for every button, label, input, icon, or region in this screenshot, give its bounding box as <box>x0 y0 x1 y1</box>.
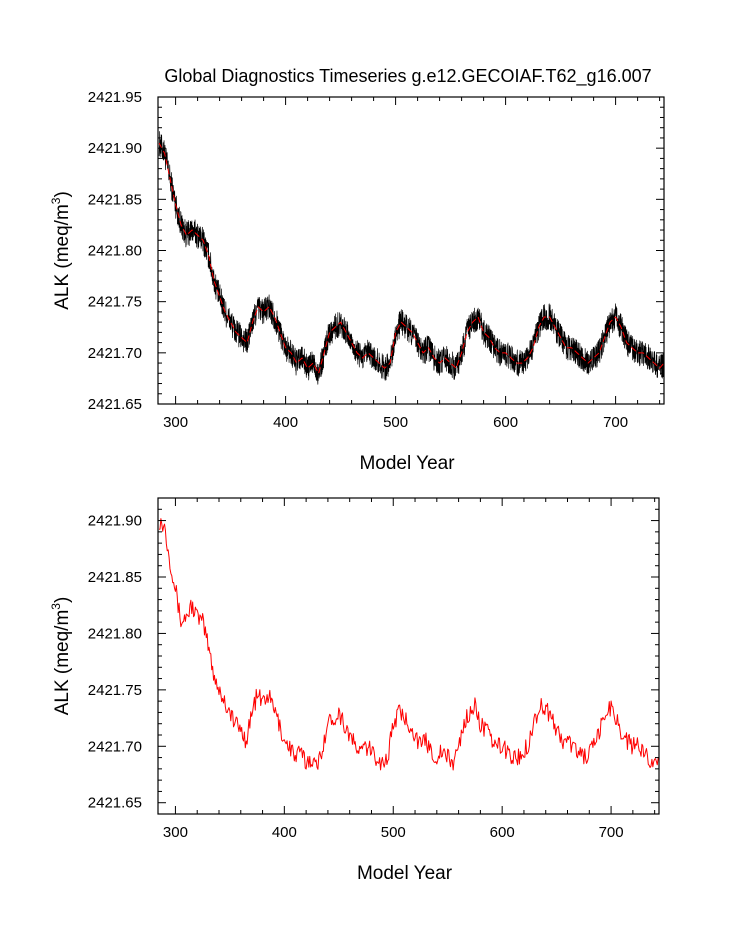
y-tick-label: 2421.95 <box>88 89 142 106</box>
series-group <box>158 131 664 385</box>
x-tick-label: 600 <box>493 414 518 431</box>
y-tick-label: 2421.65 <box>88 396 142 413</box>
x-axis-title: Model Year <box>357 863 453 884</box>
series-line-monthly <box>158 131 664 385</box>
series-group <box>158 518 659 771</box>
y-tick-label: 2421.85 <box>88 569 142 586</box>
y-tick-label: 2421.70 <box>88 345 142 362</box>
x-tick-label: 600 <box>490 824 515 841</box>
y-tick-label: 2421.70 <box>88 738 142 755</box>
y-tick-label: 2421.75 <box>88 294 142 311</box>
x-tick-label: 300 <box>163 824 188 841</box>
timeseries-panel-top: 300 400 500 600 700 2421.65 2421.70 2421.75 2421… <box>49 89 665 474</box>
y-tick-label: 2421.90 <box>88 140 142 157</box>
x-tick-label: 500 <box>383 414 408 431</box>
y-tick-label: 2421.80 <box>88 625 142 642</box>
y-axis-title: ALK (meq/m3) <box>49 191 73 310</box>
x-tick-label: 400 <box>272 824 297 841</box>
y-axis-title-close: ) <box>52 597 73 603</box>
series-line-annual <box>158 142 664 374</box>
series-line-annual-mean <box>158 518 659 771</box>
y-axis-title-sup: 3 <box>49 603 63 610</box>
y-tick-label: 2421.90 <box>88 513 142 530</box>
x-tick-label: 700 <box>603 414 628 431</box>
y-axis-title-main: ALK (meq/m <box>52 204 73 310</box>
x-tick-label: 300 <box>163 414 188 431</box>
y-tick-label: 2421.85 <box>88 191 142 208</box>
y-axis-title: ALK (meq/m3) <box>49 597 73 716</box>
y-axis-title-sup: 3 <box>49 197 63 204</box>
y-tick-label: 2421.80 <box>88 243 142 260</box>
y-axis-title-main: ALK (meq/m <box>52 610 73 716</box>
tick-marks <box>158 96 664 405</box>
y-tick-label: 2421.75 <box>88 682 142 699</box>
x-tick-label: 400 <box>273 414 298 431</box>
tick-marks <box>158 497 659 815</box>
y-tick-label: 2421.65 <box>88 795 142 812</box>
x-tick-label: 700 <box>599 824 624 841</box>
chart-title: Global Diagnostics Timeseries g.e12.GECO… <box>164 66 651 87</box>
y-axis-title-close: ) <box>52 191 73 197</box>
x-tick-label: 500 <box>381 824 406 841</box>
x-axis-title: Model Year <box>359 453 455 474</box>
timeseries-panel-bottom: 300 400 500 600 700 2421.65 2421.70 2421.75 2421… <box>49 497 660 884</box>
